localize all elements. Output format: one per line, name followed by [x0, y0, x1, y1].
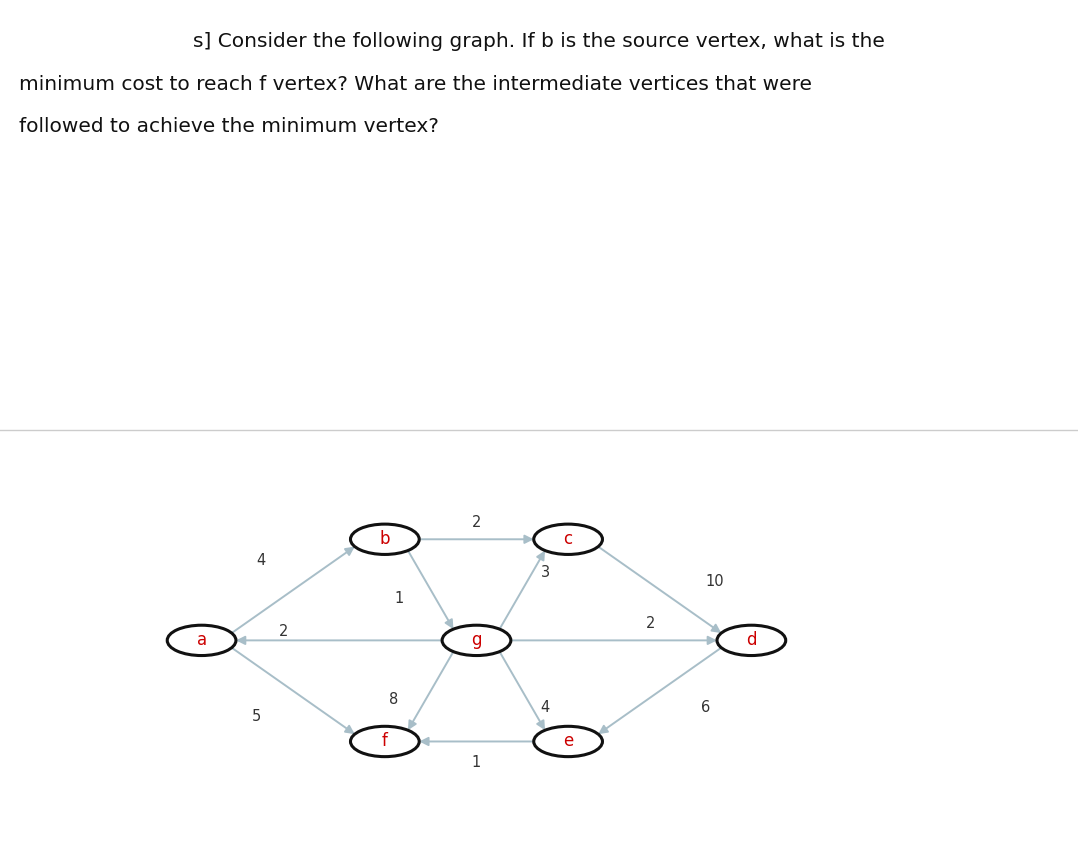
- Ellipse shape: [167, 625, 236, 655]
- Text: minimum cost to reach f vertex? What are the intermediate vertices that were: minimum cost to reach f vertex? What are…: [19, 75, 813, 94]
- Text: 8: 8: [389, 692, 399, 707]
- Bar: [0, 0, 1078, 430]
- Text: 2: 2: [472, 515, 481, 530]
- Bar: [0, 430, 1078, 851]
- Text: 1: 1: [393, 591, 403, 606]
- Text: 6: 6: [701, 700, 710, 716]
- Ellipse shape: [350, 524, 419, 555]
- Text: 4: 4: [257, 553, 266, 568]
- Text: 1: 1: [472, 755, 481, 770]
- Text: 3: 3: [541, 565, 550, 580]
- Text: b: b: [379, 530, 390, 548]
- Text: 10: 10: [705, 574, 724, 589]
- Ellipse shape: [350, 726, 419, 757]
- Text: f: f: [382, 733, 388, 751]
- Ellipse shape: [534, 726, 603, 757]
- Text: followed to achieve the minimum vertex?: followed to achieve the minimum vertex?: [19, 117, 439, 136]
- Text: c: c: [564, 530, 572, 548]
- Text: e: e: [563, 733, 573, 751]
- Text: a: a: [196, 631, 207, 649]
- Text: 5: 5: [252, 709, 261, 723]
- Text: s] Consider the following graph. If b is the source vertex, what is the: s] Consider the following graph. If b is…: [193, 32, 885, 51]
- Text: g: g: [471, 631, 482, 649]
- Ellipse shape: [534, 524, 603, 555]
- Ellipse shape: [442, 625, 511, 655]
- Text: 2: 2: [646, 616, 655, 631]
- Text: 4: 4: [540, 700, 550, 716]
- Text: d: d: [746, 631, 757, 649]
- Text: 2: 2: [279, 625, 289, 639]
- Ellipse shape: [717, 625, 786, 655]
